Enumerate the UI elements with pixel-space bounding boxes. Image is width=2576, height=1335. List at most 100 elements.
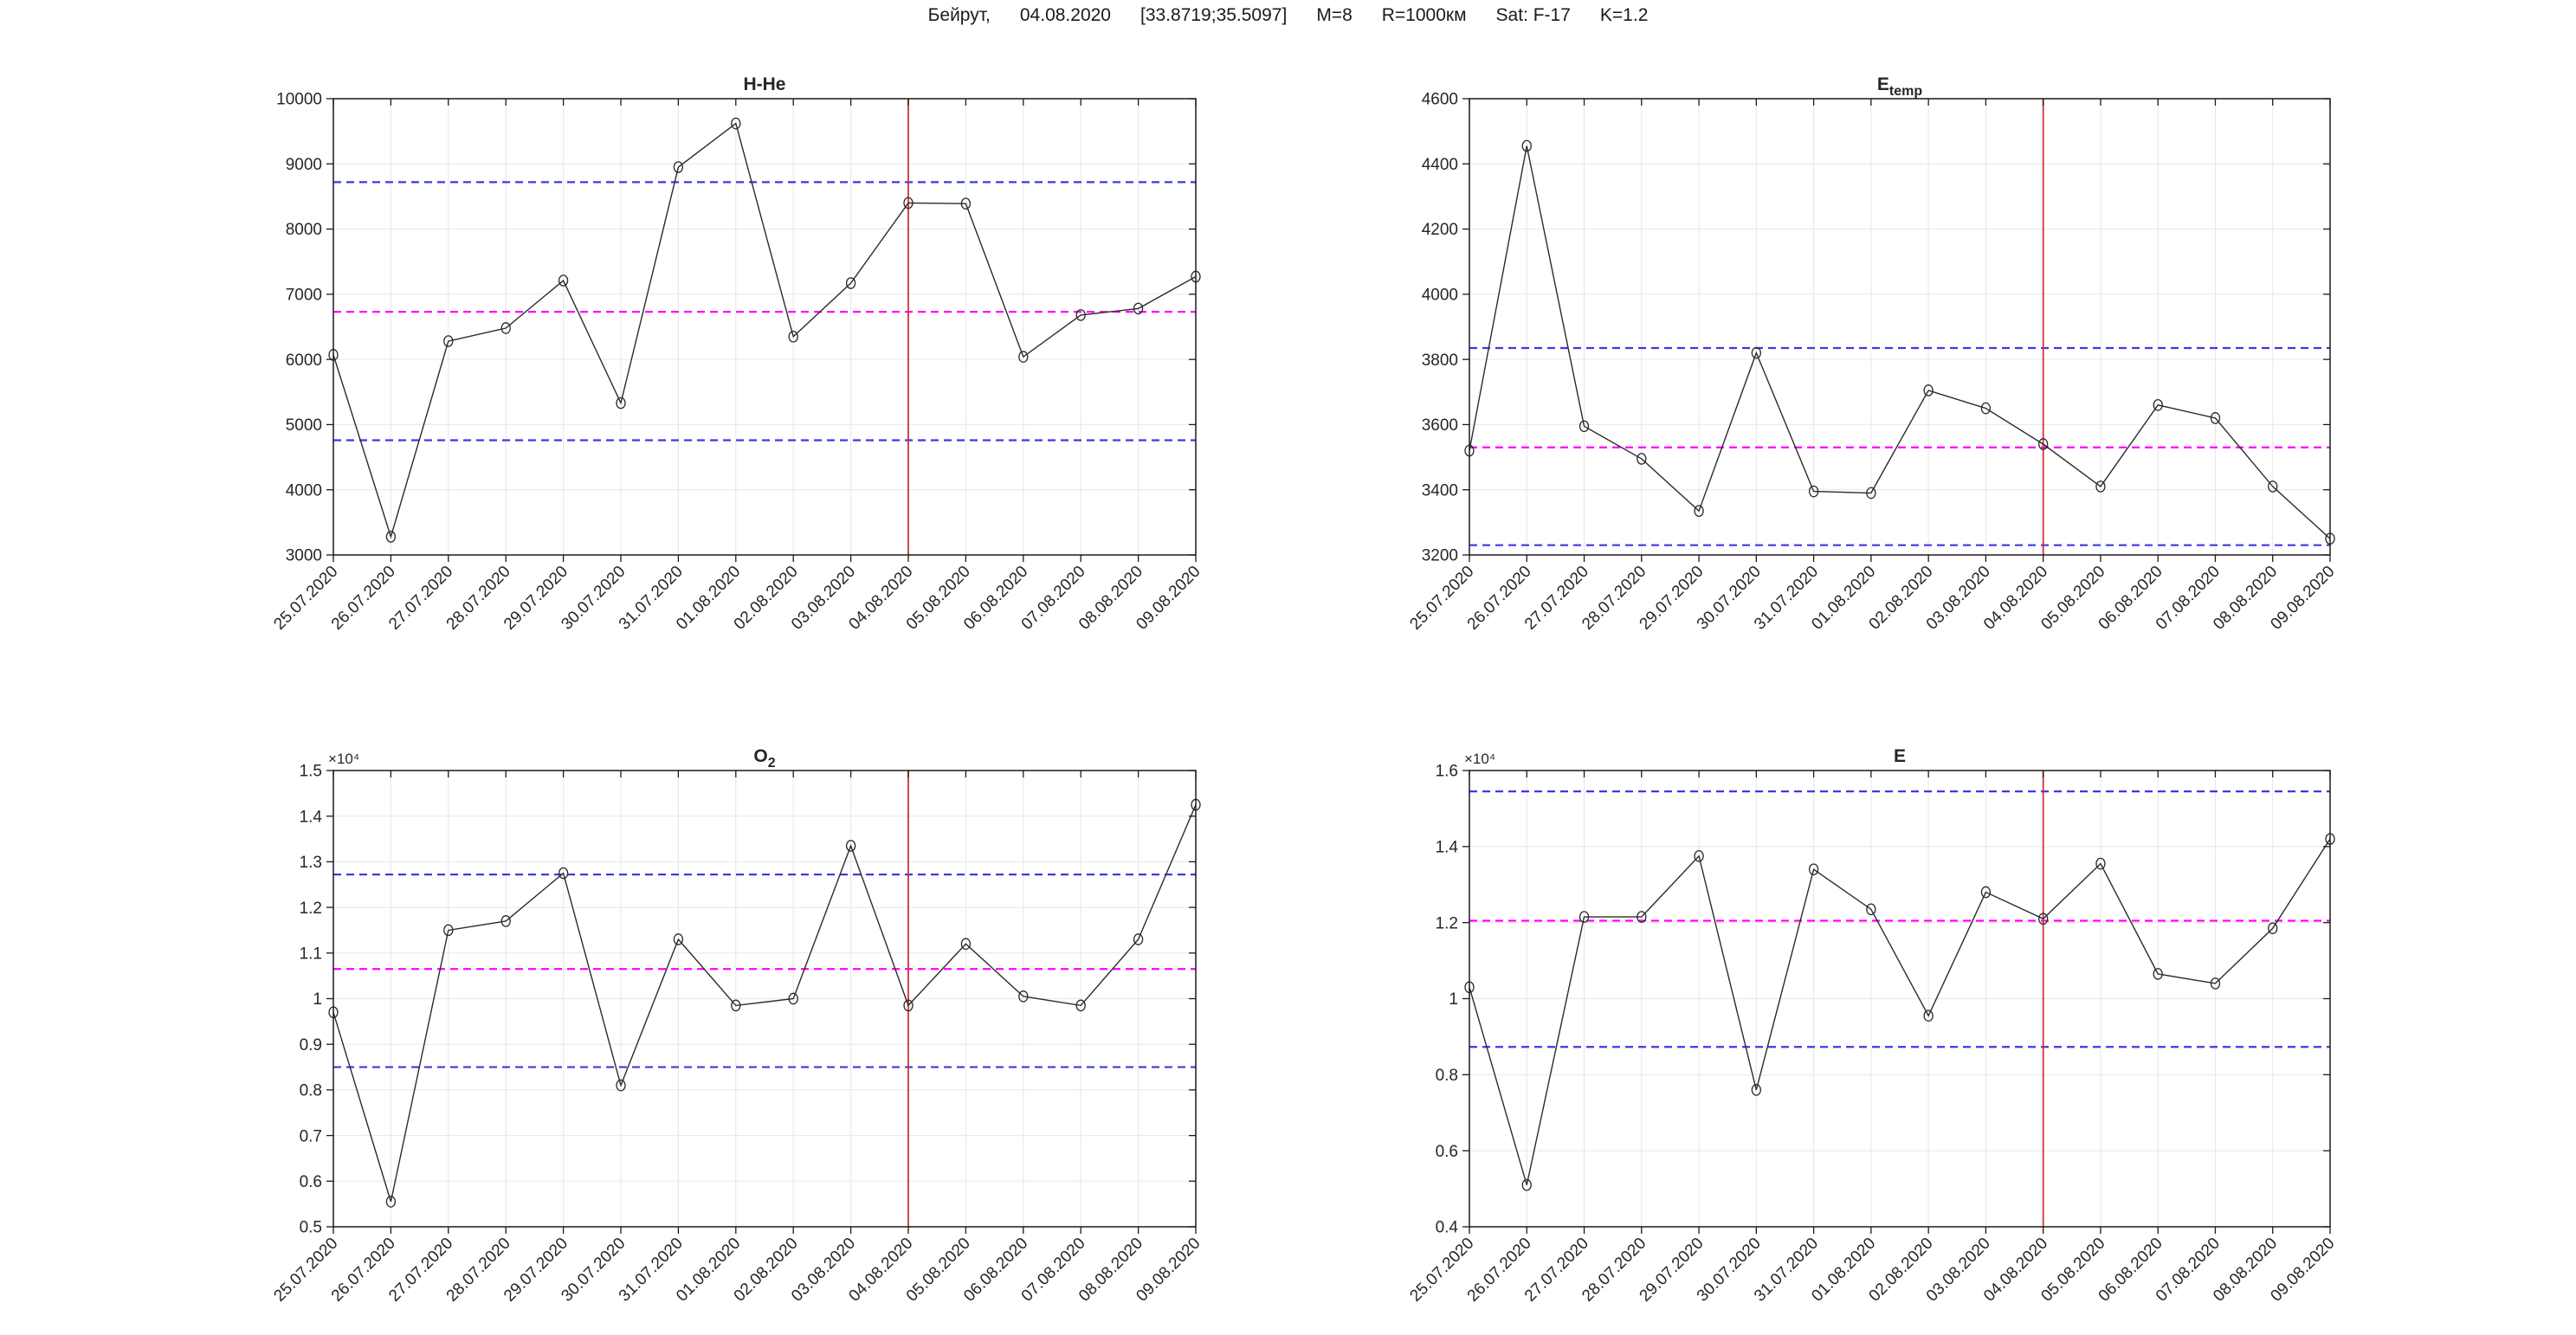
data-point-marker xyxy=(2095,857,2106,870)
y-tick-label: 7000 xyxy=(286,287,322,305)
data-point-marker xyxy=(385,1196,397,1208)
y-tick-label: 4200 xyxy=(1422,221,1458,239)
data-point-marker xyxy=(1923,1009,1934,1022)
data-point-marker xyxy=(2038,913,2049,925)
y-tick-label: 9000 xyxy=(286,156,322,174)
y-tick-label: 8000 xyxy=(286,221,322,239)
data-point-marker xyxy=(2153,968,2163,980)
data-point-marker xyxy=(1751,1084,1761,1096)
data-point-marker xyxy=(1866,487,1876,500)
data-point-marker xyxy=(731,117,741,130)
data-markers xyxy=(1464,139,2335,545)
data-point-marker xyxy=(2038,438,2049,450)
y-tick-label: 1 xyxy=(313,990,322,1009)
data-point-marker xyxy=(1579,911,1590,923)
data-point-marker xyxy=(1923,384,1934,397)
data-point-marker xyxy=(1637,911,1647,923)
axes-box xyxy=(332,98,1197,556)
y-tick-label: 0.8 xyxy=(300,1082,322,1100)
data-point-marker xyxy=(1579,420,1590,433)
data-point-marker xyxy=(845,277,856,289)
data-series-line xyxy=(1469,145,2331,539)
grid-lines xyxy=(1469,770,2331,1228)
y-tick-label: 0.6 xyxy=(1436,1143,1458,1161)
data-point-marker xyxy=(616,397,626,410)
y-tick-label: 1 xyxy=(1449,990,1458,1009)
axis-ticks xyxy=(326,98,1197,562)
y-tick-label: 1.6 xyxy=(1436,763,1458,781)
data-point-marker xyxy=(1018,990,1029,1003)
y-tick-label: 3600 xyxy=(1422,416,1458,435)
data-point-marker xyxy=(500,915,511,927)
y-axis-exponent-label: ×10⁴ xyxy=(328,751,359,767)
axis-ticks xyxy=(1462,770,2331,1234)
axes-box xyxy=(1469,98,2331,556)
y-tick-label: 1.3 xyxy=(300,854,322,872)
figure-title: Бейрут, 04.08.2020 [33.8719;35.5097] M=8… xyxy=(0,5,2576,26)
y-tick-label: 0.9 xyxy=(300,1036,322,1054)
axis-ticks xyxy=(1462,98,2331,562)
data-point-marker xyxy=(2153,398,2163,411)
data-point-marker xyxy=(1075,999,1086,1012)
y-tick-label: 1.2 xyxy=(300,900,322,918)
y-tick-label: 1.2 xyxy=(1436,914,1458,932)
y-tick-label: 6000 xyxy=(286,351,322,370)
data-markers xyxy=(1464,833,2335,1191)
data-point-marker xyxy=(385,531,397,543)
e-plot-svg: 0.4 0.6 0.8 1 1.2 1.4 1.6 25.07.202026.07.20202… xyxy=(1406,746,2338,1306)
data-point-marker xyxy=(2095,480,2106,493)
plot-title: Etemp xyxy=(1877,74,1922,99)
y-tick-label: 1.5 xyxy=(300,763,322,781)
y-tick-label: 0.7 xyxy=(300,1127,322,1145)
title-radius: R=1000км xyxy=(1381,5,1467,25)
plot-title: O2 xyxy=(753,746,775,771)
data-series-line xyxy=(332,122,1197,539)
x-axis-labels: 25.07.202026.07.202027.07.202028.07.2020… xyxy=(1406,563,2338,634)
y-tick-label: 4000 xyxy=(286,481,322,500)
y-tick-label: 1.4 xyxy=(300,808,323,826)
y-tick-label: 5000 xyxy=(286,416,322,435)
data-point-marker xyxy=(731,999,741,1012)
y-tick-label: 10000 xyxy=(276,91,322,109)
data-point-marker xyxy=(1521,1178,1532,1191)
threshold-lines xyxy=(333,181,1196,442)
grid-lines xyxy=(332,770,1197,1228)
chart-h-he: 3000 4000 5000 6000 7000 8000 9000 10000 25.07.2… xyxy=(268,73,1204,650)
y-tick-label: 4400 xyxy=(1422,156,1458,174)
title-city: Бейрут, xyxy=(927,5,991,25)
data-point-marker xyxy=(845,840,856,852)
y-tick-label: 0.5 xyxy=(300,1219,322,1237)
data-point-marker xyxy=(1637,453,1647,465)
y-tick-label: 3000 xyxy=(286,547,322,565)
data-point-marker xyxy=(788,330,798,343)
data-point-marker xyxy=(1133,933,1144,945)
data-point-marker xyxy=(443,924,454,937)
title-coordinates: [33.8719;35.5097] xyxy=(1140,5,1288,25)
grid-lines xyxy=(1469,98,2331,556)
data-point-marker xyxy=(1521,139,1532,152)
data-point-marker xyxy=(1751,346,1761,359)
data-point-marker xyxy=(960,197,972,210)
data-point-marker xyxy=(1866,903,1876,916)
data-point-marker xyxy=(1980,402,1992,415)
data-point-marker xyxy=(1694,505,1704,518)
data-point-marker xyxy=(2210,977,2221,990)
chart-e-temp: 3200 3400 3600 3800 4000 4200 4400 4600 25.07.20… xyxy=(1404,73,2339,650)
data-point-marker xyxy=(1694,849,1704,862)
y-tick-label: 1.1 xyxy=(300,945,322,963)
h-he-plot-svg: 3000 4000 5000 6000 7000 8000 9000 10000 25.07.2… xyxy=(270,74,1204,634)
data-point-marker xyxy=(903,197,914,210)
data-point-marker xyxy=(1018,351,1029,363)
data-series-line xyxy=(332,804,1197,1203)
title-satellite: Sat: F-17 xyxy=(1495,5,1571,25)
data-point-marker xyxy=(558,274,569,287)
threshold-lines xyxy=(1469,346,2330,546)
title-magnitude: M=8 xyxy=(1316,5,1353,25)
y-tick-label: 1.4 xyxy=(1436,838,1459,856)
y-axis-labels: 0.4 0.6 0.8 1 1.2 1.4 1.6 xyxy=(1436,763,1459,1237)
data-point-marker xyxy=(443,335,454,347)
y-tick-label: 0.4 xyxy=(1436,1219,1459,1237)
data-point-marker xyxy=(558,867,569,880)
x-axis-labels: 25.07.202026.07.202027.07.202028.07.2020… xyxy=(270,1235,1204,1306)
